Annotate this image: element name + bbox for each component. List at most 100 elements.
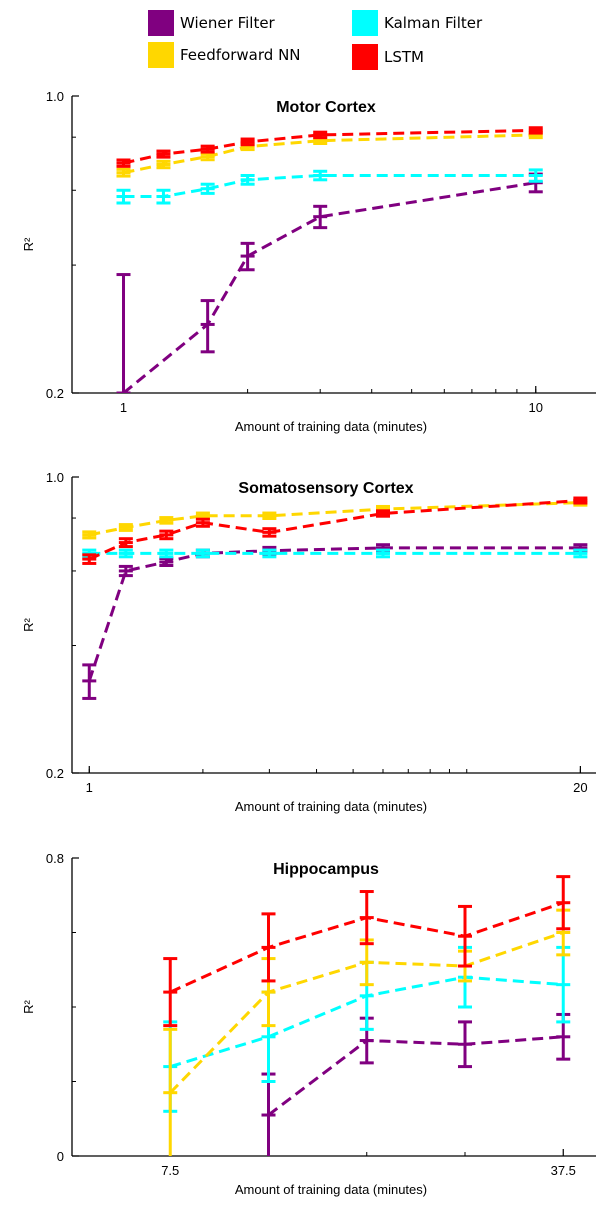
x-tick-label: 20 — [573, 780, 587, 795]
series-line — [123, 128, 536, 165]
chart-panel-motor-cortex: 0.2 1.0 1 10 Motor Cortex Amount of training … — [21, 89, 596, 434]
x-tick-label: 10 — [529, 400, 543, 415]
series-line — [123, 133, 536, 175]
legend-swatch-feedforward — [148, 42, 174, 68]
legend-item-wiener: Wiener Filter — [148, 10, 276, 36]
error-bar — [313, 169, 328, 182]
error-bar — [82, 530, 97, 540]
error-bar — [156, 188, 171, 205]
error-bar — [262, 548, 277, 559]
chart-title: Motor Cortex — [276, 99, 376, 116]
error-bar — [556, 945, 571, 1024]
error-bar — [116, 167, 131, 178]
error-bar — [195, 548, 210, 559]
y-tick-label: 0.8 — [46, 851, 64, 866]
legend-label-kalman: Kalman Filter — [384, 14, 483, 32]
error-bar — [116, 188, 131, 205]
error-bar — [118, 537, 133, 549]
error-bar — [163, 1027, 178, 1156]
plot-area — [116, 126, 543, 393]
error-bar — [116, 273, 131, 393]
x-axis-label: Amount of training data (minutes) — [235, 1182, 427, 1197]
error-bar — [261, 912, 276, 983]
series-wiener-filter — [116, 172, 543, 393]
legend-swatch-wiener — [148, 10, 174, 36]
error-bar — [262, 527, 277, 538]
error-bar — [573, 548, 588, 559]
error-bar — [118, 564, 133, 578]
error-bar — [159, 529, 174, 541]
error-bar — [376, 509, 391, 518]
series-wiener-filter — [82, 543, 588, 700]
y-tick-label: 1.0 — [46, 470, 64, 485]
error-bar — [458, 904, 472, 968]
error-bar — [200, 299, 215, 354]
error-bar — [376, 548, 391, 559]
error-bar — [82, 553, 97, 565]
error-bar — [156, 159, 171, 170]
legend-label-lstm: LSTM — [384, 48, 424, 66]
error-bar — [200, 152, 215, 162]
series-line — [123, 174, 536, 198]
x-tick-label: 1 — [86, 780, 93, 795]
error-bar — [156, 149, 171, 159]
series-line — [87, 546, 581, 682]
x-axis-label: Amount of training data (minutes) — [235, 799, 427, 814]
plot-area — [163, 875, 571, 1156]
error-bar — [200, 144, 215, 154]
error-bar — [159, 516, 174, 525]
y-tick-label: 0 — [57, 1149, 64, 1164]
series-lstm — [163, 875, 571, 1028]
chart-title: Hippocampus — [273, 861, 379, 878]
x-axis-label: Amount of training data (minutes) — [235, 419, 427, 434]
series-line — [122, 181, 537, 393]
y-tick-label: 0.2 — [46, 386, 64, 401]
error-bar — [159, 548, 174, 559]
error-bar — [118, 523, 133, 532]
error-bar — [261, 1072, 276, 1156]
error-bar — [240, 137, 255, 147]
legend-item-kalman: Kalman Filter — [352, 10, 483, 36]
legend-swatch-kalman — [352, 10, 378, 36]
x-tick-label: 37.5 — [551, 1163, 576, 1178]
series-kalman-filter — [116, 168, 543, 205]
error-bar — [82, 663, 97, 700]
x-tick-label: 7.5 — [161, 1163, 179, 1178]
error-bar — [528, 168, 543, 183]
error-bar — [359, 890, 374, 946]
error-bar — [240, 173, 255, 186]
y-tick-label: 0.2 — [46, 766, 64, 781]
error-bar — [163, 957, 178, 1028]
legend-item-lstm: LSTM — [352, 44, 424, 70]
legend-item-feedforward: Feedforward NN — [148, 42, 301, 68]
series-feedforward-nn — [116, 130, 543, 178]
error-bar — [159, 557, 174, 568]
error-bar — [118, 548, 133, 559]
chart-panel-hippocampus: 0 0.8 7.5 37.5 Hippocampus Amount of training… — [21, 851, 596, 1197]
legend-label-wiener: Wiener Filter — [180, 14, 276, 32]
error-bar — [528, 126, 543, 135]
legend-label-feedforward: Feedforward NN — [180, 46, 301, 64]
error-bar — [195, 517, 210, 528]
error-bar — [313, 130, 328, 140]
error-bar — [359, 938, 374, 987]
series-lstm — [116, 126, 543, 168]
error-bar — [200, 182, 215, 195]
y-axis-label: R² — [21, 617, 36, 631]
x-tick-label: 1 — [120, 400, 127, 415]
error-bar — [556, 875, 571, 931]
plot-area — [82, 496, 588, 700]
y-axis-label: R² — [21, 999, 36, 1013]
series-line — [267, 1035, 564, 1117]
series-wiener-filter — [261, 1012, 571, 1156]
chart-panel-somatosensory-cortex: 0.2 1.0 1 20 Somatosensory Cortex Amount of t… — [21, 470, 596, 814]
error-bar — [195, 511, 210, 520]
error-bar — [458, 1020, 472, 1069]
chart-title: Somatosensory Cortex — [238, 480, 413, 497]
error-bar — [313, 204, 328, 230]
error-bar — [240, 241, 255, 272]
series-kalman-filter — [82, 548, 588, 559]
legend: Wiener Filter Kalman Filter Feedforward … — [148, 10, 483, 70]
y-axis-label: R² — [21, 237, 36, 251]
